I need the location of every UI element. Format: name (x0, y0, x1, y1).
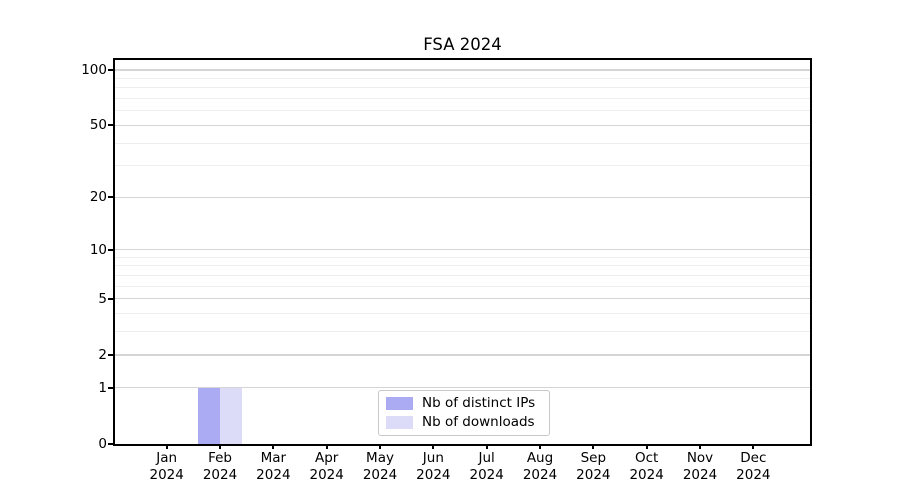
x-tick-apr-2024 (325, 444, 328, 449)
y-gridline-major-1 (115, 387, 810, 389)
x-tick-feb-2024 (219, 444, 221, 449)
y-tick-label-5: 5 (98, 290, 107, 307)
y-gridline-minor-90 (115, 77, 810, 79)
x-tick-label-mar-2024: Mar 2024 (256, 450, 291, 483)
y-gridline-minor-6 (115, 285, 810, 287)
legend-swatch-distinct-ips (386, 397, 413, 410)
y-gridline-major-50 (115, 124, 810, 126)
y-tick-10 (108, 248, 115, 251)
y-gridline-minor-4 (115, 313, 810, 315)
x-tick-jun-2024 (432, 444, 435, 449)
y-gridline-minor-70 (115, 98, 810, 100)
x-tick-label-dec-2024: Dec 2024 (736, 450, 771, 483)
legend-swatch-downloads (386, 416, 413, 429)
y-tick-label-1: 1 (98, 379, 107, 396)
x-tick-dec-2024 (752, 444, 755, 449)
y-gridline-major-20 (115, 196, 810, 198)
y-tick-100 (108, 69, 115, 71)
x-tick-mar-2024 (272, 444, 275, 449)
y-tick-label-50: 50 (89, 117, 107, 134)
x-tick-label-jun-2024: Jun 2024 (416, 450, 451, 483)
x-tick-label-may-2024: May 2024 (362, 450, 398, 483)
x-tick-sep-2024 (592, 444, 595, 449)
y-tick-label-0: 0 (98, 436, 107, 452)
legend-item-distinct-ips: Nb of distinct IPs (386, 396, 543, 411)
bar-nb-of-distinct-ips-feb-2024 (198, 387, 221, 444)
x-tick-oct-2024 (645, 444, 648, 449)
y-gridline-minor-80 (115, 87, 810, 89)
x-tick-jul-2024 (485, 444, 488, 449)
y-gridline-major-100 (115, 69, 810, 71)
x-tick-label-aug-2024: Aug 2024 (522, 450, 558, 483)
y-tick-0 (108, 443, 115, 445)
x-tick-label-oct-2024: Oct 2024 (629, 450, 664, 483)
x-tick-label-jul-2024: Jul 2024 (469, 450, 504, 483)
y-gridline-minor-9 (115, 256, 810, 258)
x-tick-aug-2024 (539, 444, 541, 449)
y-tick-5 (108, 297, 115, 300)
y-tick-label-10: 10 (89, 241, 107, 258)
y-gridline-minor-8 (115, 265, 810, 267)
chart-title: FSA 2024 (423, 35, 502, 54)
y-tick-20 (108, 196, 115, 199)
legend-item-downloads: Nb of downloads (386, 415, 543, 430)
x-tick-label-jan-2024: Jan 2024 (149, 450, 184, 483)
legend: Nb of distinct IPs Nb of downloads (378, 390, 550, 436)
y-gridline-major-10 (115, 249, 810, 251)
legend-label-distinct-ips: Nb of distinct IPs (422, 395, 536, 411)
y-gridline-major-2 (115, 354, 810, 356)
y-gridline-minor-40 (115, 142, 810, 144)
x-tick-label-sep-2024: Sep 2024 (576, 450, 611, 483)
y-tick-label-20: 20 (89, 189, 107, 206)
y-gridline-minor-3 (115, 331, 810, 333)
y-tick-label-100: 100 (81, 62, 107, 78)
plot-area (113, 58, 812, 446)
legend-label-downloads: Nb of downloads (422, 414, 535, 430)
y-gridline-major-5 (115, 298, 810, 300)
y-gridline-minor-7 (115, 274, 810, 276)
x-tick-may-2024 (379, 444, 381, 449)
bar-nb-of-downloads-feb-2024 (220, 387, 242, 444)
y-tick-1 (108, 386, 115, 389)
x-tick-label-feb-2024: Feb 2024 (202, 450, 238, 483)
y-tick-label-2: 2 (98, 346, 107, 363)
y-gridline-minor-60 (115, 110, 810, 112)
x-tick-label-apr-2024: Apr 2024 (309, 450, 344, 483)
x-tick-jan-2024 (165, 444, 168, 449)
y-gridline-minor-30 (115, 165, 810, 167)
x-tick-label-nov-2024: Nov 2024 (682, 450, 718, 483)
y-tick-2 (108, 354, 115, 356)
y-tick-50 (108, 124, 115, 127)
x-tick-nov-2024 (699, 444, 701, 449)
